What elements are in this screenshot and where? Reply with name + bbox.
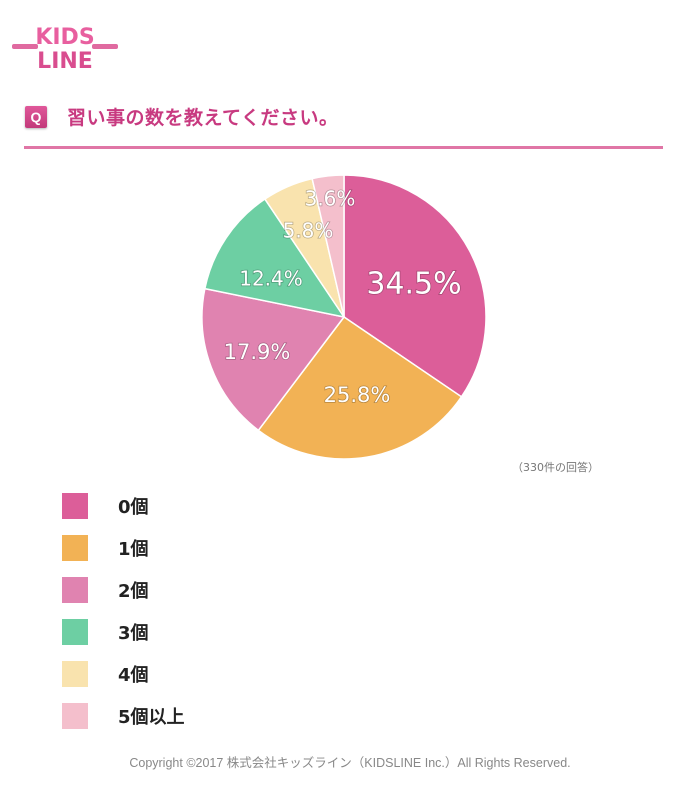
legend-item: 4個 [62,653,185,695]
pie-slice [311,174,345,318]
copyright-footer: Copyright ©2017 株式会社キッズライン（KIDSLINE Inc.… [129,756,571,770]
pie-slice [201,287,346,432]
legend-label: 0個 [118,497,149,518]
legend-label: 5個以上 [118,707,185,728]
question-text: 習い事の数を教えてください。 [67,107,339,129]
q-badge: Q [25,105,47,128]
legend-swatch [62,577,88,603]
legend-item: 5個以上 [62,695,185,737]
pie-slice [343,174,487,398]
divider [24,146,663,149]
legend-swatch [62,703,88,729]
legend-item: 3個 [62,611,185,653]
legend-label: 1個 [118,539,149,560]
slice-label: 12.4% [239,267,303,291]
legend-label: 2個 [118,581,149,602]
legend-swatch [62,535,88,561]
slice-label: 3.6% [305,187,356,211]
legend-label: 4個 [118,665,149,686]
slice-label: 17.9% [224,340,291,364]
pie-slice [203,198,346,319]
question-header: Q 習い事の数を教えてください。 [25,103,338,130]
legend-item: 0個 [62,485,185,527]
legend-item: 1個 [62,527,185,569]
legend-swatch [62,619,88,645]
legend: 0個 1個 2個 3個 4個 5個以上 [62,485,185,737]
legend-item: 2個 [62,569,185,611]
kidsline-logo[interactable]: KIDS LINE [10,16,120,76]
response-count: （330件の回答） [512,461,599,474]
logo-line: LINE [37,49,93,74]
slice-label: 25.8% [324,383,391,407]
pie-chart: 34.5% 25.8% 17.9% 12.4% 5.8% 3.6% [201,174,487,460]
slice-label: 5.8% [283,219,334,243]
legend-swatch [62,661,88,687]
legend-swatch [62,493,88,519]
logo-kids: KIDS [35,25,94,50]
legend-label: 3個 [118,623,149,644]
slice-label: 34.5% [366,267,461,302]
pie-slice [257,315,463,460]
